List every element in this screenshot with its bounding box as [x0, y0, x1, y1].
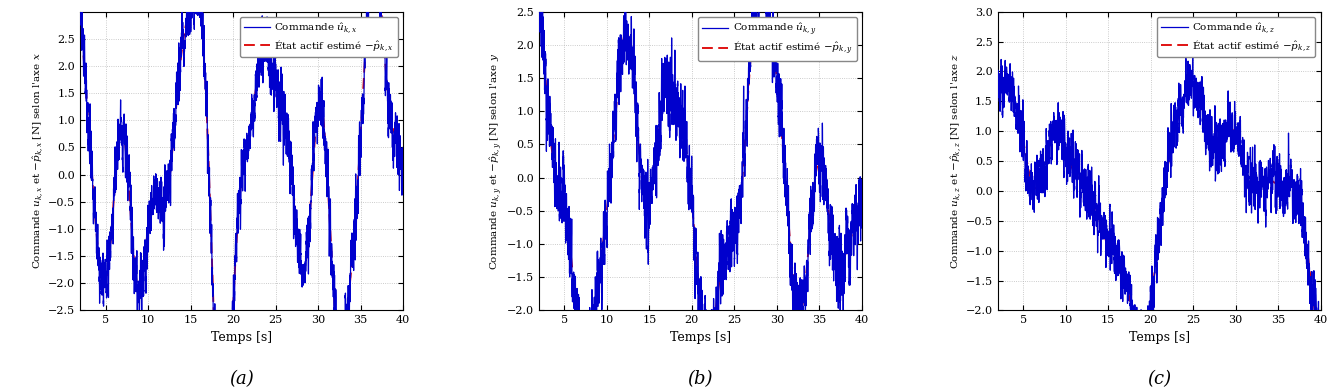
État actif estimé $-\hat{p}_{k,z}$: [1126, 316, 1142, 320]
Commande $\hat{u}_{k,z}$: [1303, 286, 1319, 291]
État actif estimé $-\hat{p}_{k,z}$: [1183, 80, 1199, 84]
Legend: Commande $\hat{u}_{k,y}$, État actif estimé $-\hat{p}_{k,y}$: Commande $\hat{u}_{k,y}$, État actif est…: [698, 17, 856, 61]
Text: (c): (c): [1147, 370, 1171, 388]
Line: État actif estimé $-\hat{p}_{k,x}$: État actif estimé $-\hat{p}_{k,x}$: [80, 0, 403, 388]
Commande $\hat{u}_{k,z}$: [1127, 340, 1143, 345]
Line: Commande $\hat{u}_{k,y}$: Commande $\hat{u}_{k,y}$: [539, 0, 862, 388]
Commande $\hat{u}_{k,y}$: [766, 46, 782, 50]
État actif estimé $-\hat{p}_{k,x}$: [72, 5, 88, 9]
État actif estimé $-\hat{p}_{k,z}$: [1303, 277, 1319, 282]
État actif estimé $-\hat{p}_{k,y}$: [828, 258, 844, 262]
Commande $\hat{u}_{k,z}$: [1126, 326, 1142, 331]
Line: Commande $\hat{u}_{k,x}$: Commande $\hat{u}_{k,x}$: [80, 0, 403, 388]
X-axis label: Temps [s]: Temps [s]: [670, 331, 731, 344]
Line: État actif estimé $-\hat{p}_{k,z}$: État actif estimé $-\hat{p}_{k,z}$: [998, 82, 1321, 343]
État actif estimé $-\hat{p}_{k,z}$: [1313, 341, 1329, 346]
Commande $\hat{u}_{k,x}$: [225, 286, 241, 291]
État actif estimé $-\hat{p}_{k,y}$: [578, 351, 594, 355]
Commande $\hat{u}_{k,x}$: [72, 1, 88, 6]
Y-axis label: Commande $u_{k,z}$ et $-\hat{p}_{k,z}$ [N] selon l'axe $z$: Commande $u_{k,z}$ et $-\hat{p}_{k,z}$ […: [950, 53, 963, 269]
Commande $\hat{u}_{k,z}$: [1135, 365, 1151, 370]
État actif estimé $-\hat{p}_{k,y}$: [766, 47, 782, 52]
Commande $\hat{u}_{k,y}$: [670, 91, 686, 96]
État actif estimé $-\hat{p}_{k,z}$: [1287, 191, 1303, 196]
Commande $\hat{u}_{k,x}$: [307, 130, 323, 135]
État actif estimé $-\hat{p}_{k,z}$: [1225, 127, 1241, 132]
État actif estimé $-\hat{p}_{k,y}$: [684, 206, 700, 211]
Commande $\hat{u}_{k,z}$: [1143, 310, 1159, 315]
Commande $\hat{u}_{k,y}$: [844, 218, 860, 223]
État actif estimé $-\hat{p}_{k,y}$: [670, 103, 686, 107]
Text: (a): (a): [229, 370, 253, 388]
État actif estimé $-\hat{p}_{k,y}$: [667, 95, 683, 99]
Line: État actif estimé $-\hat{p}_{k,y}$: État actif estimé $-\hat{p}_{k,y}$: [539, 0, 862, 353]
Commande $\hat{u}_{k,z}$: [1225, 113, 1241, 117]
État actif estimé $-\hat{p}_{k,x}$: [208, 367, 224, 372]
État actif estimé $-\hat{p}_{k,z}$: [1143, 299, 1159, 304]
Commande $\hat{u}_{k,y}$: [828, 274, 844, 279]
Commande $\hat{u}_{k,x}$: [395, 175, 411, 179]
Y-axis label: Commande $u_{k,x}$ et $-\hat{p}_{k,x}$ [N] selon l'axe $x$: Commande $u_{k,x}$ et $-\hat{p}_{k,x}$ […: [32, 53, 45, 269]
Y-axis label: Commande $u_{k,y}$ et $-\hat{p}_{k,y}$ [N] selon l'axe $y$: Commande $u_{k,y}$ et $-\hat{p}_{k,y}$ […: [488, 52, 504, 270]
X-axis label: Temps [s]: Temps [s]: [211, 331, 272, 344]
État actif estimé $-\hat{p}_{k,z}$: [1127, 327, 1143, 332]
État actif estimé $-\hat{p}_{k,y}$: [854, 197, 870, 202]
État actif estimé $-\hat{p}_{k,x}$: [386, 128, 402, 132]
État actif estimé $-\hat{p}_{k,x}$: [307, 136, 323, 141]
X-axis label: Temps [s]: Temps [s]: [1129, 331, 1190, 344]
Commande $\hat{u}_{k,x}$: [386, 163, 402, 168]
Line: Commande $\hat{u}_{k,z}$: Commande $\hat{u}_{k,z}$: [998, 52, 1321, 368]
État actif estimé $-\hat{p}_{k,z}$: [990, 83, 1006, 88]
Commande $\hat{u}_{k,z}$: [1185, 50, 1201, 55]
Legend: Commande $\hat{u}_{k,x}$, État actif estimé $-\hat{p}_{k,x}$: Commande $\hat{u}_{k,x}$, État actif est…: [240, 17, 398, 57]
État actif estimé $-\hat{p}_{k,x}$: [225, 294, 241, 299]
Commande $\hat{u}_{k,z}$: [1313, 350, 1329, 355]
Legend: Commande $\hat{u}_{k,z}$, État actif estimé $-\hat{p}_{k,z}$: Commande $\hat{u}_{k,z}$, État actif est…: [1158, 17, 1315, 57]
Commande $\hat{u}_{k,z}$: [990, 87, 1006, 92]
État actif estimé $-\hat{p}_{k,y}$: [844, 232, 860, 236]
Text: (b): (b): [687, 370, 714, 388]
État actif estimé $-\hat{p}_{k,x}$: [395, 178, 411, 183]
Commande $\hat{u}_{k,z}$: [1287, 204, 1303, 208]
Commande $\hat{u}_{k,y}$: [854, 187, 870, 191]
Commande $\hat{u}_{k,y}$: [684, 183, 700, 188]
Commande $\hat{u}_{k,y}$: [667, 67, 683, 72]
